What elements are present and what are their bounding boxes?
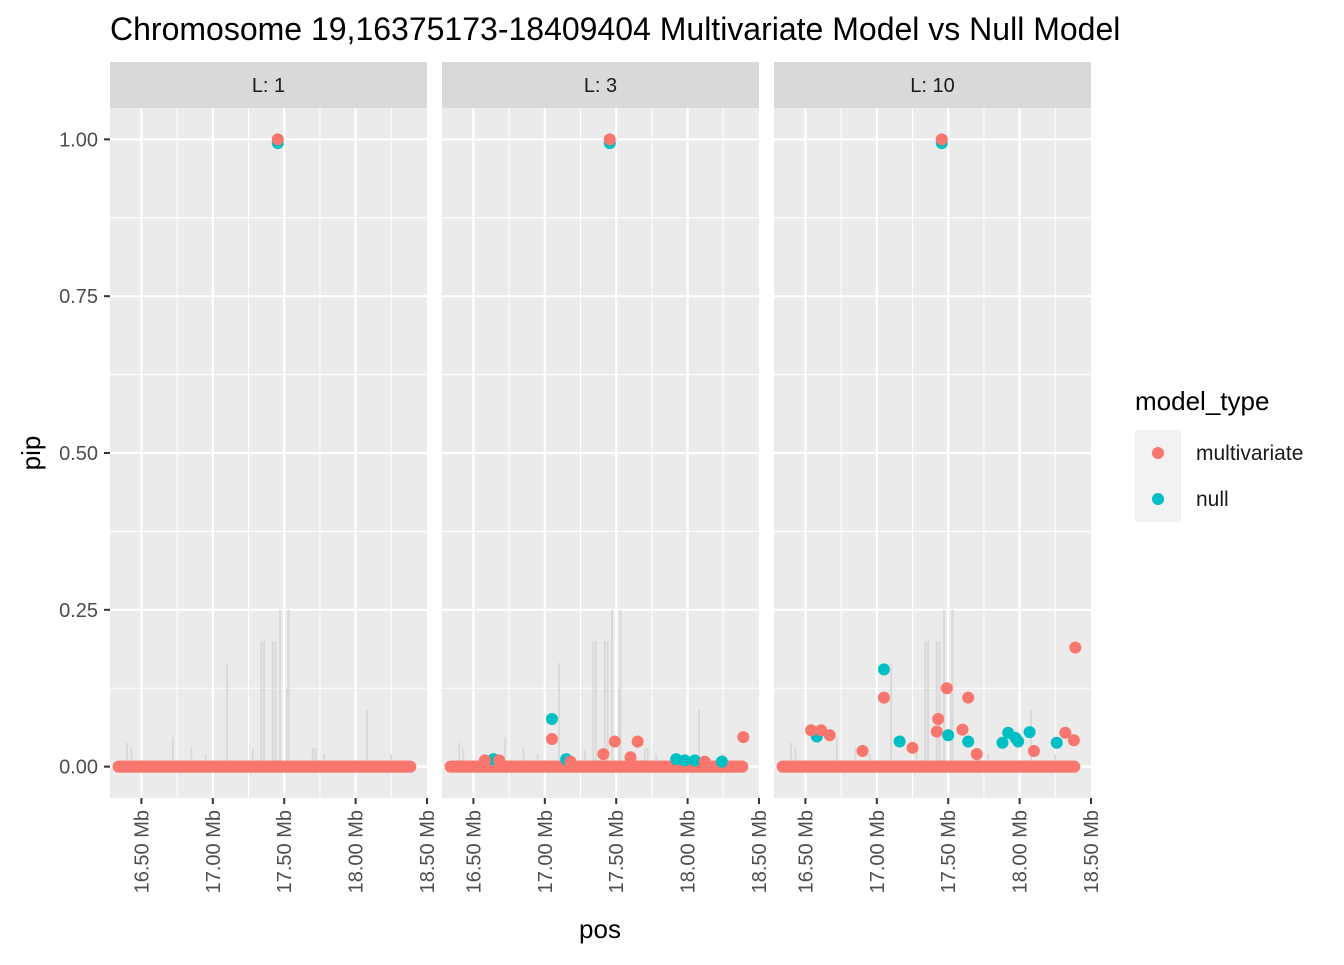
- data-point-multivariate: [970, 748, 983, 761]
- data-point-baseline: [1067, 760, 1080, 773]
- data-point-multivariate: [493, 754, 506, 767]
- data-point-null: [688, 754, 701, 767]
- data-point-multivariate: [545, 733, 558, 746]
- data-point-null: [893, 735, 906, 748]
- baseline-points: [776, 760, 1081, 773]
- series-multivariate: [478, 133, 750, 768]
- panels: L: 1 0.00 0.25 0.50 0.75 1.00 16.50 Mb 17.00 Mb…: [59, 62, 1103, 893]
- y-tick-label: 1.00: [59, 129, 98, 151]
- legend-symbol-multivariate: [1152, 447, 1164, 459]
- data-point-multivariate: [1027, 744, 1040, 757]
- data-point-baseline: [735, 760, 748, 773]
- data-point-null: [545, 712, 558, 725]
- x-axis-label: pos: [579, 914, 621, 944]
- data-point-multivariate: [1059, 726, 1072, 739]
- x-tick-label: 16.50 Mb: [463, 810, 485, 893]
- x-tick-label: 18.00 Mb: [1010, 810, 1032, 893]
- data-point-multivariate: [930, 725, 943, 738]
- data-point-multivariate: [608, 735, 621, 748]
- facet-strip-label: L: 1: [252, 75, 285, 97]
- data-point-multivariate: [564, 755, 577, 768]
- background-lines: [458, 609, 725, 767]
- data-point-multivariate: [956, 723, 969, 736]
- series-multivariate: [271, 133, 284, 146]
- data-point-baseline: [403, 760, 416, 773]
- series-null: [810, 137, 1063, 749]
- facet-strip: [442, 62, 759, 108]
- gridlines: [110, 108, 427, 798]
- x-tick-label: 17.50 Mb: [274, 810, 296, 893]
- facet-panel-3: L: 10 16.50 Mb 17.00 Mb 17.50 Mb 18.00 Mb 18.…: [774, 62, 1103, 893]
- legend-label: null: [1196, 488, 1229, 511]
- facet-strip-label: L: 3: [584, 75, 617, 97]
- x-tick-label: 16.50 Mb: [795, 810, 817, 893]
- data-point-multivariate: [737, 731, 750, 744]
- legend-title: model_type: [1135, 386, 1269, 416]
- facet-strip: [110, 62, 427, 108]
- data-point-null: [996, 736, 1009, 749]
- legend-symbol-null: [1152, 493, 1164, 505]
- x-tick-label: 17.50 Mb: [606, 810, 628, 893]
- data-point-multivariate: [906, 741, 919, 754]
- data-point-null: [877, 663, 890, 676]
- x-tick-label: 18.00 Mb: [678, 810, 700, 893]
- y-tick-label: 0.75: [59, 286, 98, 308]
- x-tick-label: 18.50 Mb: [1081, 810, 1103, 893]
- data-point-multivariate: [932, 712, 945, 725]
- y-tick-label: 0.00: [59, 757, 98, 779]
- data-point-multivariate: [624, 751, 637, 764]
- data-point-multivariate: [1069, 641, 1082, 654]
- data-point-multivariate: [271, 133, 284, 146]
- data-point-multivariate: [631, 735, 644, 748]
- x-tick-label: 17.00 Mb: [535, 810, 557, 893]
- data-point-multivariate: [877, 691, 890, 704]
- data-point-multivariate: [962, 691, 975, 704]
- baseline-points: [444, 760, 749, 773]
- x-tick-label: 17.00 Mb: [867, 810, 889, 893]
- facet-strip-label: L: 10: [910, 75, 954, 97]
- data-point-null: [942, 729, 955, 742]
- data-point-null: [1012, 735, 1025, 748]
- data-point-null: [715, 755, 728, 768]
- y-tick-label: 0.25: [59, 600, 98, 622]
- legend-entry-multivariate: multivariate: [1135, 430, 1303, 476]
- data-point-null: [678, 754, 691, 767]
- facet-panel-2: L: 3 16.50 Mb 17.00 Mb 17.50 Mb 18.00 Mb 18.5…: [442, 62, 771, 893]
- x-tick-label: 18.00 Mb: [346, 810, 368, 893]
- y-tick-label: 0.50: [59, 443, 98, 465]
- gridlines: [442, 108, 759, 798]
- background-lines: [126, 609, 393, 767]
- x-tick-label: 18.50 Mb: [417, 810, 439, 893]
- legend-entry-null: null: [1135, 476, 1229, 522]
- legend: model_type multivariate null: [1135, 386, 1303, 522]
- series-multivariate: [805, 133, 1082, 761]
- data-point-multivariate: [805, 724, 818, 737]
- data-point-multivariate: [823, 729, 836, 742]
- data-point-multivariate: [597, 748, 610, 761]
- facet-panel-1: L: 1 0.00 0.25 0.50 0.75 1.00 16.50 Mb 17.00 Mb…: [59, 62, 439, 893]
- data-point-multivariate: [603, 133, 616, 146]
- data-point-multivariate: [935, 133, 948, 146]
- data-point-null: [1050, 736, 1063, 749]
- data-point-multivariate: [478, 754, 491, 767]
- data-point-multivariate: [856, 744, 869, 757]
- data-point-null: [962, 735, 975, 748]
- data-point-multivariate: [1067, 734, 1080, 747]
- chart-title: Chromosome 19,16375173-18409404 Multivar…: [110, 11, 1120, 47]
- data-point-multivariate: [698, 755, 711, 768]
- y-axis-label: pip: [16, 436, 46, 471]
- x-tick-label: 16.50 Mb: [131, 810, 153, 893]
- data-point-null: [1023, 726, 1036, 739]
- data-point-multivariate: [940, 682, 953, 695]
- x-tick-label: 18.50 Mb: [749, 810, 771, 893]
- facet-strip: [774, 62, 1091, 108]
- x-tick-label: 17.50 Mb: [938, 810, 960, 893]
- legend-label: multivariate: [1196, 442, 1303, 465]
- x-tick-label: 17.00 Mb: [203, 810, 225, 893]
- baseline-points: [112, 760, 417, 773]
